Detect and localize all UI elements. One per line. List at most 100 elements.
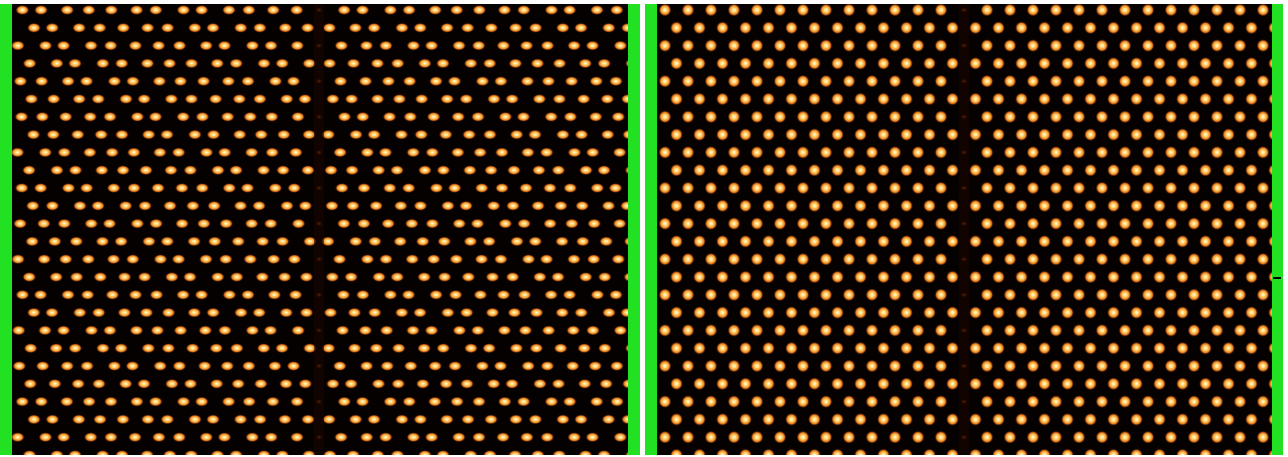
lattice-spot — [1153, 270, 1166, 284]
lattice-spot — [750, 39, 764, 53]
lattice-spot — [196, 76, 211, 87]
lattice-spot — [222, 289, 237, 300]
lattice-spot — [71, 414, 86, 425]
lattice-spot — [1084, 306, 1097, 320]
lattice-spot — [621, 414, 628, 425]
lattice-spot — [448, 361, 463, 371]
lattice-spot — [195, 183, 210, 193]
lattice-spot — [473, 289, 488, 300]
lattice-spot — [934, 288, 948, 302]
lattice-spot — [451, 111, 466, 122]
lattice-spot — [911, 110, 925, 124]
lattice-spot — [58, 111, 73, 122]
lattice-spot — [275, 450, 290, 455]
lattice-spot — [739, 128, 752, 142]
lattice-spot — [739, 199, 752, 213]
lattice-spot — [969, 128, 982, 142]
lattice-spot — [1268, 306, 1272, 319]
lattice-spot — [1095, 430, 1109, 444]
lattice-spot — [553, 200, 568, 211]
lattice-spot — [220, 111, 235, 122]
lattice-spot — [923, 56, 936, 70]
lattice-spot — [1084, 92, 1097, 106]
lattice-spot — [1118, 217, 1132, 231]
lattice-spot — [865, 323, 879, 337]
lattice-spot — [1164, 288, 1178, 302]
lattice-spot — [12, 361, 27, 371]
lattice-spot — [37, 254, 52, 265]
lattice-spot — [141, 343, 156, 354]
lattice-spot — [516, 5, 531, 15]
lattice-spot — [162, 450, 177, 455]
lattice-spot — [322, 450, 337, 455]
lattice-spot — [854, 306, 867, 320]
lattice-spot — [275, 343, 290, 354]
lattice-spot — [508, 58, 523, 69]
lattice-spot — [658, 181, 672, 195]
lattice-spot — [359, 432, 374, 443]
lattice-spot — [658, 217, 672, 231]
lattice-spot — [25, 236, 40, 247]
lattice-spot — [56, 432, 71, 443]
lattice-spot — [681, 430, 695, 444]
lattice-spot — [819, 181, 833, 195]
lattice-spot — [1210, 288, 1224, 302]
lattice-spot — [1164, 181, 1178, 195]
lattice-spot — [586, 254, 601, 265]
lattice-spot — [658, 359, 672, 373]
lattice-spot — [1130, 56, 1143, 70]
lattice-spot — [796, 39, 810, 53]
lattice-spot — [1245, 21, 1258, 35]
lattice-spot — [242, 396, 257, 407]
lattice-spot — [59, 396, 74, 407]
lattice-spot — [739, 448, 752, 455]
lattice-spot — [716, 234, 729, 248]
lattice-spot — [72, 200, 87, 211]
lattice-spot — [288, 289, 303, 300]
lattice-spot — [245, 40, 260, 51]
lattice-spot — [532, 378, 547, 389]
lattice-spot — [140, 450, 155, 455]
lattice-spot — [107, 76, 122, 87]
lattice-spot — [1107, 341, 1120, 355]
lattice-spot — [232, 94, 247, 104]
lattice-spot — [528, 414, 543, 425]
lattice-spot — [91, 307, 106, 318]
lattice-spot — [26, 414, 41, 425]
lattice-spot — [449, 254, 464, 265]
lattice-spot — [1268, 271, 1272, 283]
lattice-spot — [243, 111, 258, 122]
lattice-spot — [609, 5, 624, 15]
lattice-spot — [563, 183, 578, 193]
lattice-spot — [286, 76, 301, 87]
lattice-spot — [298, 94, 313, 104]
lattice-spot — [371, 165, 386, 176]
lattice-spot — [91, 200, 106, 211]
right-lattice — [658, 4, 1272, 455]
lattice-spot — [505, 94, 520, 104]
lattice-spot — [379, 325, 394, 336]
lattice-spot — [210, 165, 225, 176]
lattice-spot — [739, 412, 752, 426]
lattice-spot — [125, 361, 140, 371]
lattice-spot — [693, 128, 706, 142]
lattice-spot — [485, 272, 500, 282]
lattice-spot — [842, 252, 856, 266]
lattice-spot — [528, 22, 543, 33]
lattice-spot — [716, 21, 729, 35]
lattice-spot — [1199, 306, 1212, 320]
lattice-spot — [105, 289, 120, 300]
lattice-spot — [56, 325, 71, 336]
lattice-spot — [358, 325, 373, 336]
lattice-spot — [530, 450, 545, 455]
lattice-spot — [796, 323, 810, 337]
lattice-spot — [865, 252, 879, 266]
lattice-spot — [613, 432, 628, 443]
lattice-spot — [266, 5, 281, 15]
lattice-spot — [1199, 270, 1212, 284]
lattice-spot — [1049, 359, 1063, 373]
lattice-spot — [114, 236, 129, 247]
lattice-spot — [808, 92, 821, 106]
lattice-spot — [161, 307, 176, 318]
lattice-spot — [391, 343, 406, 354]
